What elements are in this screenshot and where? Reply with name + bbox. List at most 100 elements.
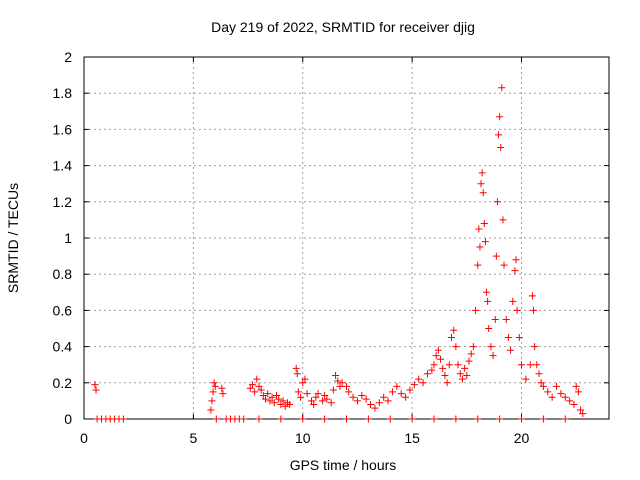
- data-point: [308, 397, 315, 405]
- data-point: [487, 343, 495, 351]
- data-point: [336, 382, 344, 390]
- data-point: [371, 404, 379, 412]
- data-point: [526, 361, 534, 369]
- data-point: [496, 415, 504, 423]
- data-point: [264, 390, 272, 398]
- x-tick-label: 15: [404, 430, 420, 446]
- data-point: [572, 382, 580, 390]
- data-point: [475, 225, 483, 233]
- data-point: [310, 401, 318, 409]
- data-point: [240, 415, 248, 423]
- data-point: [467, 350, 475, 358]
- data-point: [498, 84, 506, 92]
- data-point: [458, 375, 466, 383]
- data-point: [553, 382, 560, 390]
- data-point: [273, 391, 280, 399]
- data-point: [92, 386, 100, 394]
- data-point: [294, 388, 302, 396]
- data-point: [548, 393, 556, 401]
- data-point: [528, 292, 536, 300]
- data-point: [380, 393, 388, 401]
- data-point: [329, 386, 337, 394]
- data-point: [281, 402, 289, 410]
- data-point: [312, 393, 320, 401]
- data-point: [448, 334, 455, 342]
- data-point: [574, 388, 582, 396]
- data-point: [209, 388, 217, 396]
- data-point: [441, 372, 449, 380]
- data-point: [502, 315, 510, 323]
- data-point: [255, 415, 263, 423]
- data-point: [253, 375, 261, 383]
- data-point: [314, 390, 322, 398]
- data-point: [428, 366, 436, 374]
- y-tick-label: 0.8: [53, 266, 73, 282]
- data-point: [570, 401, 578, 409]
- data-point: [450, 326, 458, 334]
- data-point: [481, 238, 489, 246]
- data-point: [561, 415, 569, 423]
- grid-lines: [84, 57, 609, 419]
- data-point: [386, 415, 394, 423]
- data-point: [218, 384, 226, 392]
- data-point: [327, 399, 335, 407]
- data-point: [515, 334, 523, 342]
- data-point: [279, 397, 287, 405]
- data-point: [349, 393, 357, 401]
- data-point: [423, 370, 431, 378]
- data-point: [463, 372, 471, 380]
- data-point: [119, 415, 127, 423]
- y-tick-label: 1.4: [53, 158, 73, 174]
- data-point: [299, 379, 307, 387]
- data-point: [293, 370, 301, 378]
- data-point: [531, 343, 539, 351]
- data-point: [512, 256, 520, 264]
- data-point: [561, 393, 569, 401]
- data-point: [492, 252, 500, 260]
- data-point: [499, 216, 507, 224]
- data-point: [535, 370, 543, 378]
- data-point: [484, 297, 492, 305]
- data-point: [474, 261, 482, 269]
- data-point: [443, 379, 451, 387]
- x-axis-ticks: 0 5 10 15 20: [80, 57, 529, 446]
- data-point: [397, 390, 405, 398]
- data-point: [358, 391, 366, 399]
- data-point: [454, 361, 462, 369]
- data-point: [262, 395, 270, 403]
- data-point: [430, 415, 438, 423]
- data-point: [384, 397, 392, 405]
- data-point: [277, 415, 285, 423]
- data-point: [430, 361, 438, 369]
- y-tick-label: 0.2: [53, 375, 73, 391]
- data-point: [497, 144, 505, 151]
- data-point: [212, 415, 220, 423]
- data-point: [301, 375, 309, 383]
- data-point: [266, 397, 274, 405]
- data-point: [476, 243, 484, 251]
- y-axis-label: SRMTID / TECUs: [5, 183, 21, 293]
- data-point: [303, 390, 311, 398]
- data-point: [332, 372, 340, 380]
- data-point: [479, 189, 487, 197]
- data-point: [318, 397, 326, 405]
- data-point: [91, 381, 99, 389]
- data-point: [408, 415, 416, 423]
- data-point: [493, 198, 501, 206]
- data-point: [410, 381, 418, 389]
- data-point: [299, 415, 307, 423]
- y-axis-ticks: 0 0.2 0.4 0.6 0.8 1 1.2 1.4 1.6 1.8 2: [53, 49, 609, 427]
- data-point: [566, 397, 574, 405]
- y-tick-label: 0.6: [53, 302, 73, 318]
- data-point: [539, 382, 547, 390]
- data-point: [219, 390, 227, 398]
- x-tick-label: 5: [189, 430, 197, 446]
- data-point: [277, 401, 285, 409]
- data-point: [297, 393, 305, 401]
- data-point: [504, 334, 512, 342]
- data-point: [483, 288, 490, 296]
- data-point: [452, 415, 460, 423]
- data-point: [507, 346, 515, 354]
- data-point: [257, 386, 265, 394]
- chart-title: Day 219 of 2022, SRMTID for receiver dji…: [211, 19, 475, 35]
